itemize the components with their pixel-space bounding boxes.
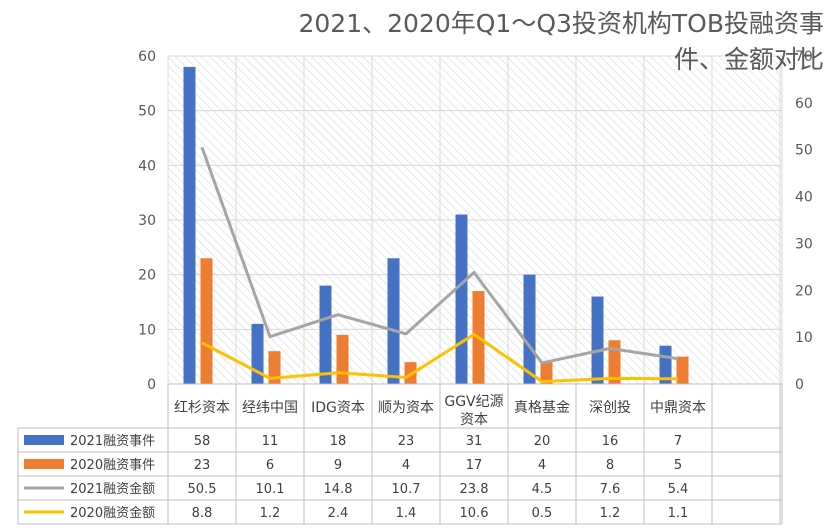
table-value: 5.4 — [668, 482, 689, 497]
y-right-tick-label: 10 — [795, 330, 813, 346]
bar — [676, 356, 689, 384]
table-value: 4.5 — [532, 482, 553, 497]
chart-title-line-2: 件、金额对比 — [673, 45, 824, 74]
y-left-tick-label: 0 — [147, 377, 156, 393]
table-value: 10.1 — [256, 482, 285, 497]
bar — [336, 334, 349, 384]
legend-label: 2020融资事件 — [70, 458, 155, 473]
category-label: 经纬中国 — [242, 400, 298, 416]
legend-key-bar — [24, 435, 64, 445]
table-value: 1.2 — [600, 506, 621, 521]
y-left-tick-label: 50 — [138, 104, 156, 120]
table-value: 5 — [674, 458, 682, 473]
table-value: 23.8 — [460, 482, 489, 497]
table-value: 9 — [334, 458, 342, 473]
bar — [268, 351, 281, 384]
table-value: 4 — [538, 458, 546, 473]
table-value: 58 — [194, 434, 211, 449]
table-value: 20 — [534, 434, 551, 449]
y-right-tick-label: 70 — [795, 49, 813, 65]
table-value: 10.6 — [460, 506, 489, 521]
table-value: 31 — [466, 434, 483, 449]
table-value: 10.7 — [392, 482, 421, 497]
bar — [183, 66, 196, 384]
category-label: 红杉资本 — [174, 400, 230, 416]
y-left-tick-label: 40 — [138, 158, 156, 174]
bar — [540, 362, 553, 384]
table-value: 17 — [466, 458, 483, 473]
category-label: 真格基金 — [514, 399, 570, 416]
bar — [523, 274, 536, 384]
table-value: 0.5 — [532, 506, 553, 521]
series-lines — [200, 146, 679, 384]
table-value: 18 — [330, 434, 347, 449]
y-left-tick-label: 20 — [138, 268, 156, 284]
y-right-tick-label: 20 — [795, 283, 813, 299]
bar — [387, 258, 400, 384]
legend-label: 2021融资金额 — [70, 481, 155, 497]
y-right-tick-label: 30 — [795, 236, 813, 252]
bar — [200, 258, 213, 384]
category-label: 深创投 — [589, 400, 631, 416]
table-value: 1.1 — [668, 506, 689, 521]
table-value: 8.8 — [192, 506, 213, 521]
table-value: 8 — [606, 458, 614, 473]
y-left-tick-label: 60 — [138, 49, 156, 65]
axes: 0 10 20 30 40 50 60 0 10 20 30 40 50 60 70 — [138, 49, 813, 393]
table-value: 1.4 — [396, 506, 417, 521]
y-left-tick-label: 30 — [138, 213, 156, 229]
y-right-tick-label: 40 — [795, 190, 813, 206]
table-value: 7 — [674, 434, 682, 449]
y-right-tick-label: 60 — [795, 96, 813, 112]
table-value: 14.8 — [324, 482, 353, 497]
table-value: 6 — [266, 458, 274, 473]
y-right-tick-label: 50 — [795, 143, 813, 159]
table-value: 50.5 — [188, 482, 217, 497]
bar — [591, 296, 604, 384]
table-value: 23 — [194, 458, 211, 473]
series-line — [201, 332, 679, 384]
table-value: 23 — [398, 434, 415, 449]
y-right-tick-label: 0 — [795, 377, 804, 393]
legend-label: 2021融资事件 — [70, 434, 155, 449]
table-value: 4 — [402, 458, 410, 473]
category-label: 资本 — [460, 412, 488, 428]
category-label: GGV纪源 — [444, 394, 503, 410]
y-left-tick-label: 10 — [138, 322, 156, 338]
table-value: 11 — [262, 434, 279, 449]
series-line — [200, 146, 679, 365]
legend-key-bar — [24, 459, 64, 469]
table-value: 1.2 — [260, 506, 281, 521]
category-label: IDG资本 — [311, 400, 365, 416]
chart-title: 2021、2020年Q1～Q3投资机构TOB投融资事 件、金额对比 — [196, 6, 824, 78]
bar — [319, 285, 332, 384]
legend-label: 2020融资金额 — [70, 505, 155, 521]
category-label: 中鼎资本 — [650, 400, 706, 416]
bar — [455, 214, 468, 384]
category-label: 顺为资本 — [378, 400, 434, 416]
bar — [608, 340, 621, 384]
table-value: 2.4 — [328, 506, 349, 521]
chart-title-line-1: 2021、2020年Q1～Q3投资机构TOB投融资事 — [298, 9, 824, 38]
table-value: 16 — [602, 434, 619, 449]
table-value: 7.6 — [600, 482, 621, 497]
